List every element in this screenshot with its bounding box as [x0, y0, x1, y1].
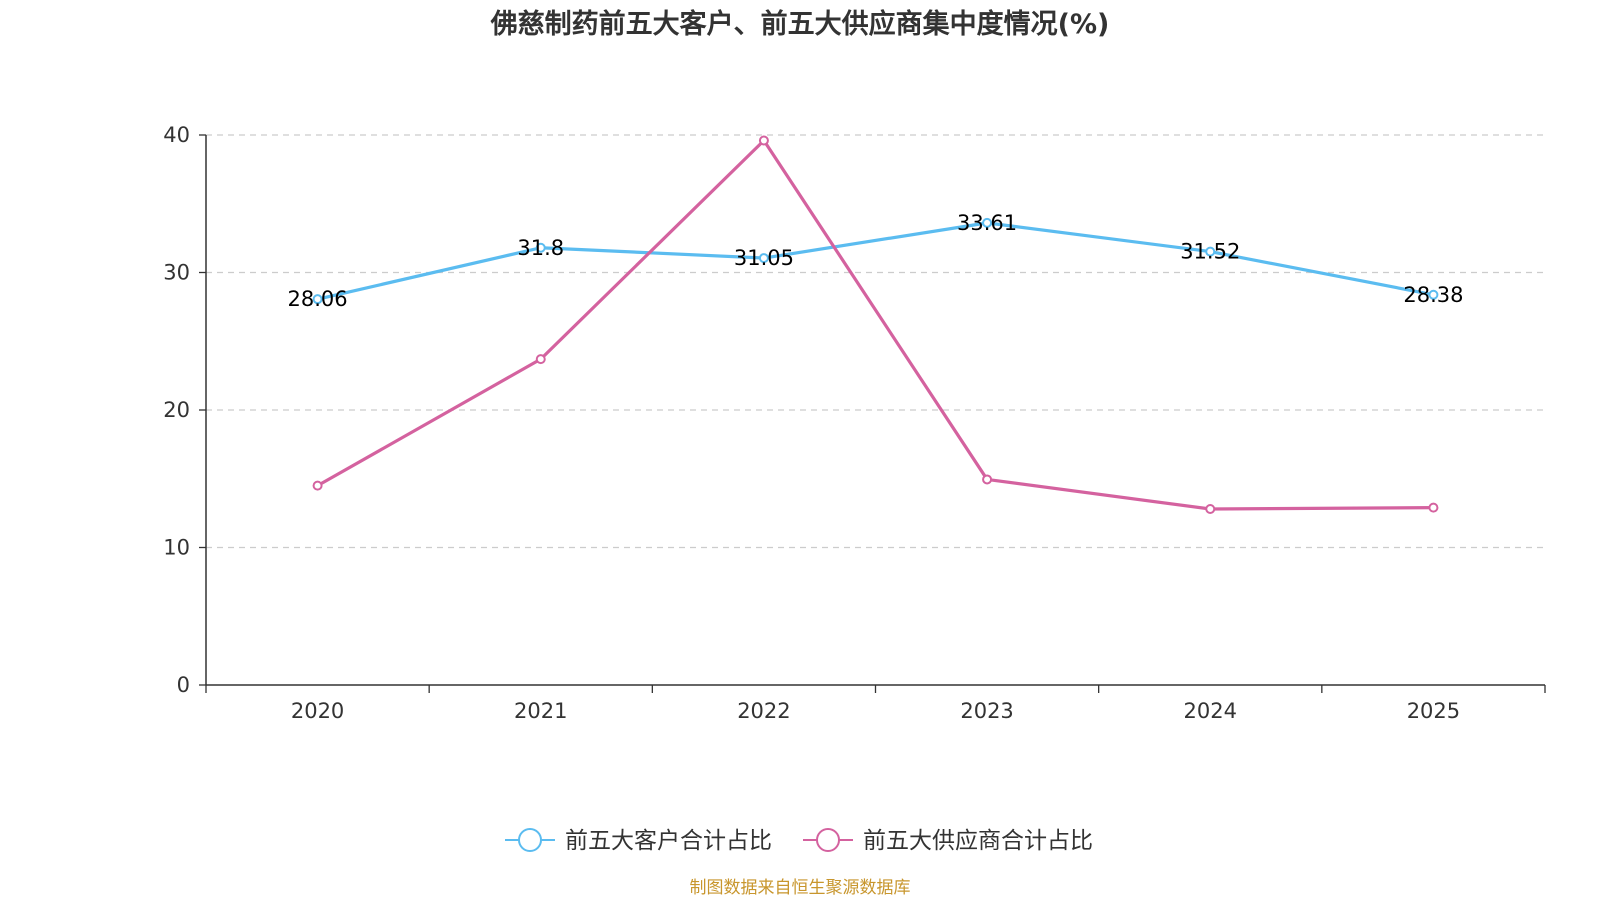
data-point-s0-2021[interactable] — [535, 242, 546, 253]
data-point-s0-2024[interactable] — [1205, 246, 1216, 257]
x-tick-label-2021: 2021 — [514, 699, 567, 723]
data-label-s0-2020: 28.06 — [288, 287, 348, 311]
data-label-s0-2024: 31.52 — [1180, 240, 1240, 264]
legend-label-1[interactable]: 前五大供应商合计占比 — [863, 828, 1093, 854]
y-tick-label-20: 20 — [163, 398, 190, 422]
data-point-s0-2023[interactable] — [982, 217, 993, 228]
y-tick-label-0: 0 — [177, 673, 190, 697]
data-label-s0-2023: 33.61 — [957, 211, 1017, 235]
data-point-s0-2022[interactable] — [758, 253, 769, 264]
data-point-s1-2024[interactable] — [1205, 504, 1216, 514]
x-tick-label-2024: 2024 — [1184, 699, 1237, 723]
x-tick-label-2023: 2023 — [960, 699, 1013, 723]
legend-label-0[interactable]: 前五大客户合计占比 — [565, 828, 772, 854]
y-tick-label-30: 30 — [163, 261, 190, 285]
data-point-s1-2022[interactable] — [758, 135, 769, 146]
series-line-1 — [316, 138, 1434, 511]
legend-marker-1[interactable] — [816, 828, 840, 852]
y-tick-label-40: 40 — [163, 123, 190, 147]
data-point-s1-2025[interactable] — [1428, 502, 1439, 513]
data-point-s1-2023[interactable] — [982, 474, 993, 485]
data-label-s0-2022: 31.05 — [734, 246, 794, 270]
source-note: 制图数据来自恒生聚源数据库 — [690, 878, 911, 898]
y-tick-label-10: 10 — [163, 536, 190, 560]
legend-marker-0[interactable] — [518, 828, 542, 852]
grid-layer — [206, 134, 1545, 549]
legend[interactable]: 前五大客户合计占比 前五大供应商合计占比 — [505, 828, 1093, 854]
series-line-0 — [317, 221, 1434, 301]
axis-layer: 0 10 20 30 40 2020 2021 2022 2023 2024 2025 — [163, 123, 1546, 723]
x-tick-label-2020: 2020 — [291, 699, 344, 723]
data-point-s0-2025[interactable] — [1428, 289, 1439, 300]
x-tick-label-2022: 2022 — [737, 699, 790, 723]
data-label-layer: 28.06 31.8 31.05 33.61 31.52 28.38 — [288, 211, 1464, 311]
data-point-s0-2020[interactable] — [312, 294, 323, 305]
data-label-s0-2025: 28.38 — [1403, 283, 1463, 307]
data-label-s0-2021: 31.8 — [517, 236, 564, 260]
data-point-s1-2021[interactable] — [535, 354, 546, 365]
series-layer — [312, 135, 1439, 514]
chart-title: 佛慈制药前五大客户、前五大供应商集中度情况(%) — [490, 8, 1110, 40]
x-tick-label-2025: 2025 — [1407, 699, 1460, 723]
data-point-s1-2020[interactable] — [312, 480, 323, 491]
